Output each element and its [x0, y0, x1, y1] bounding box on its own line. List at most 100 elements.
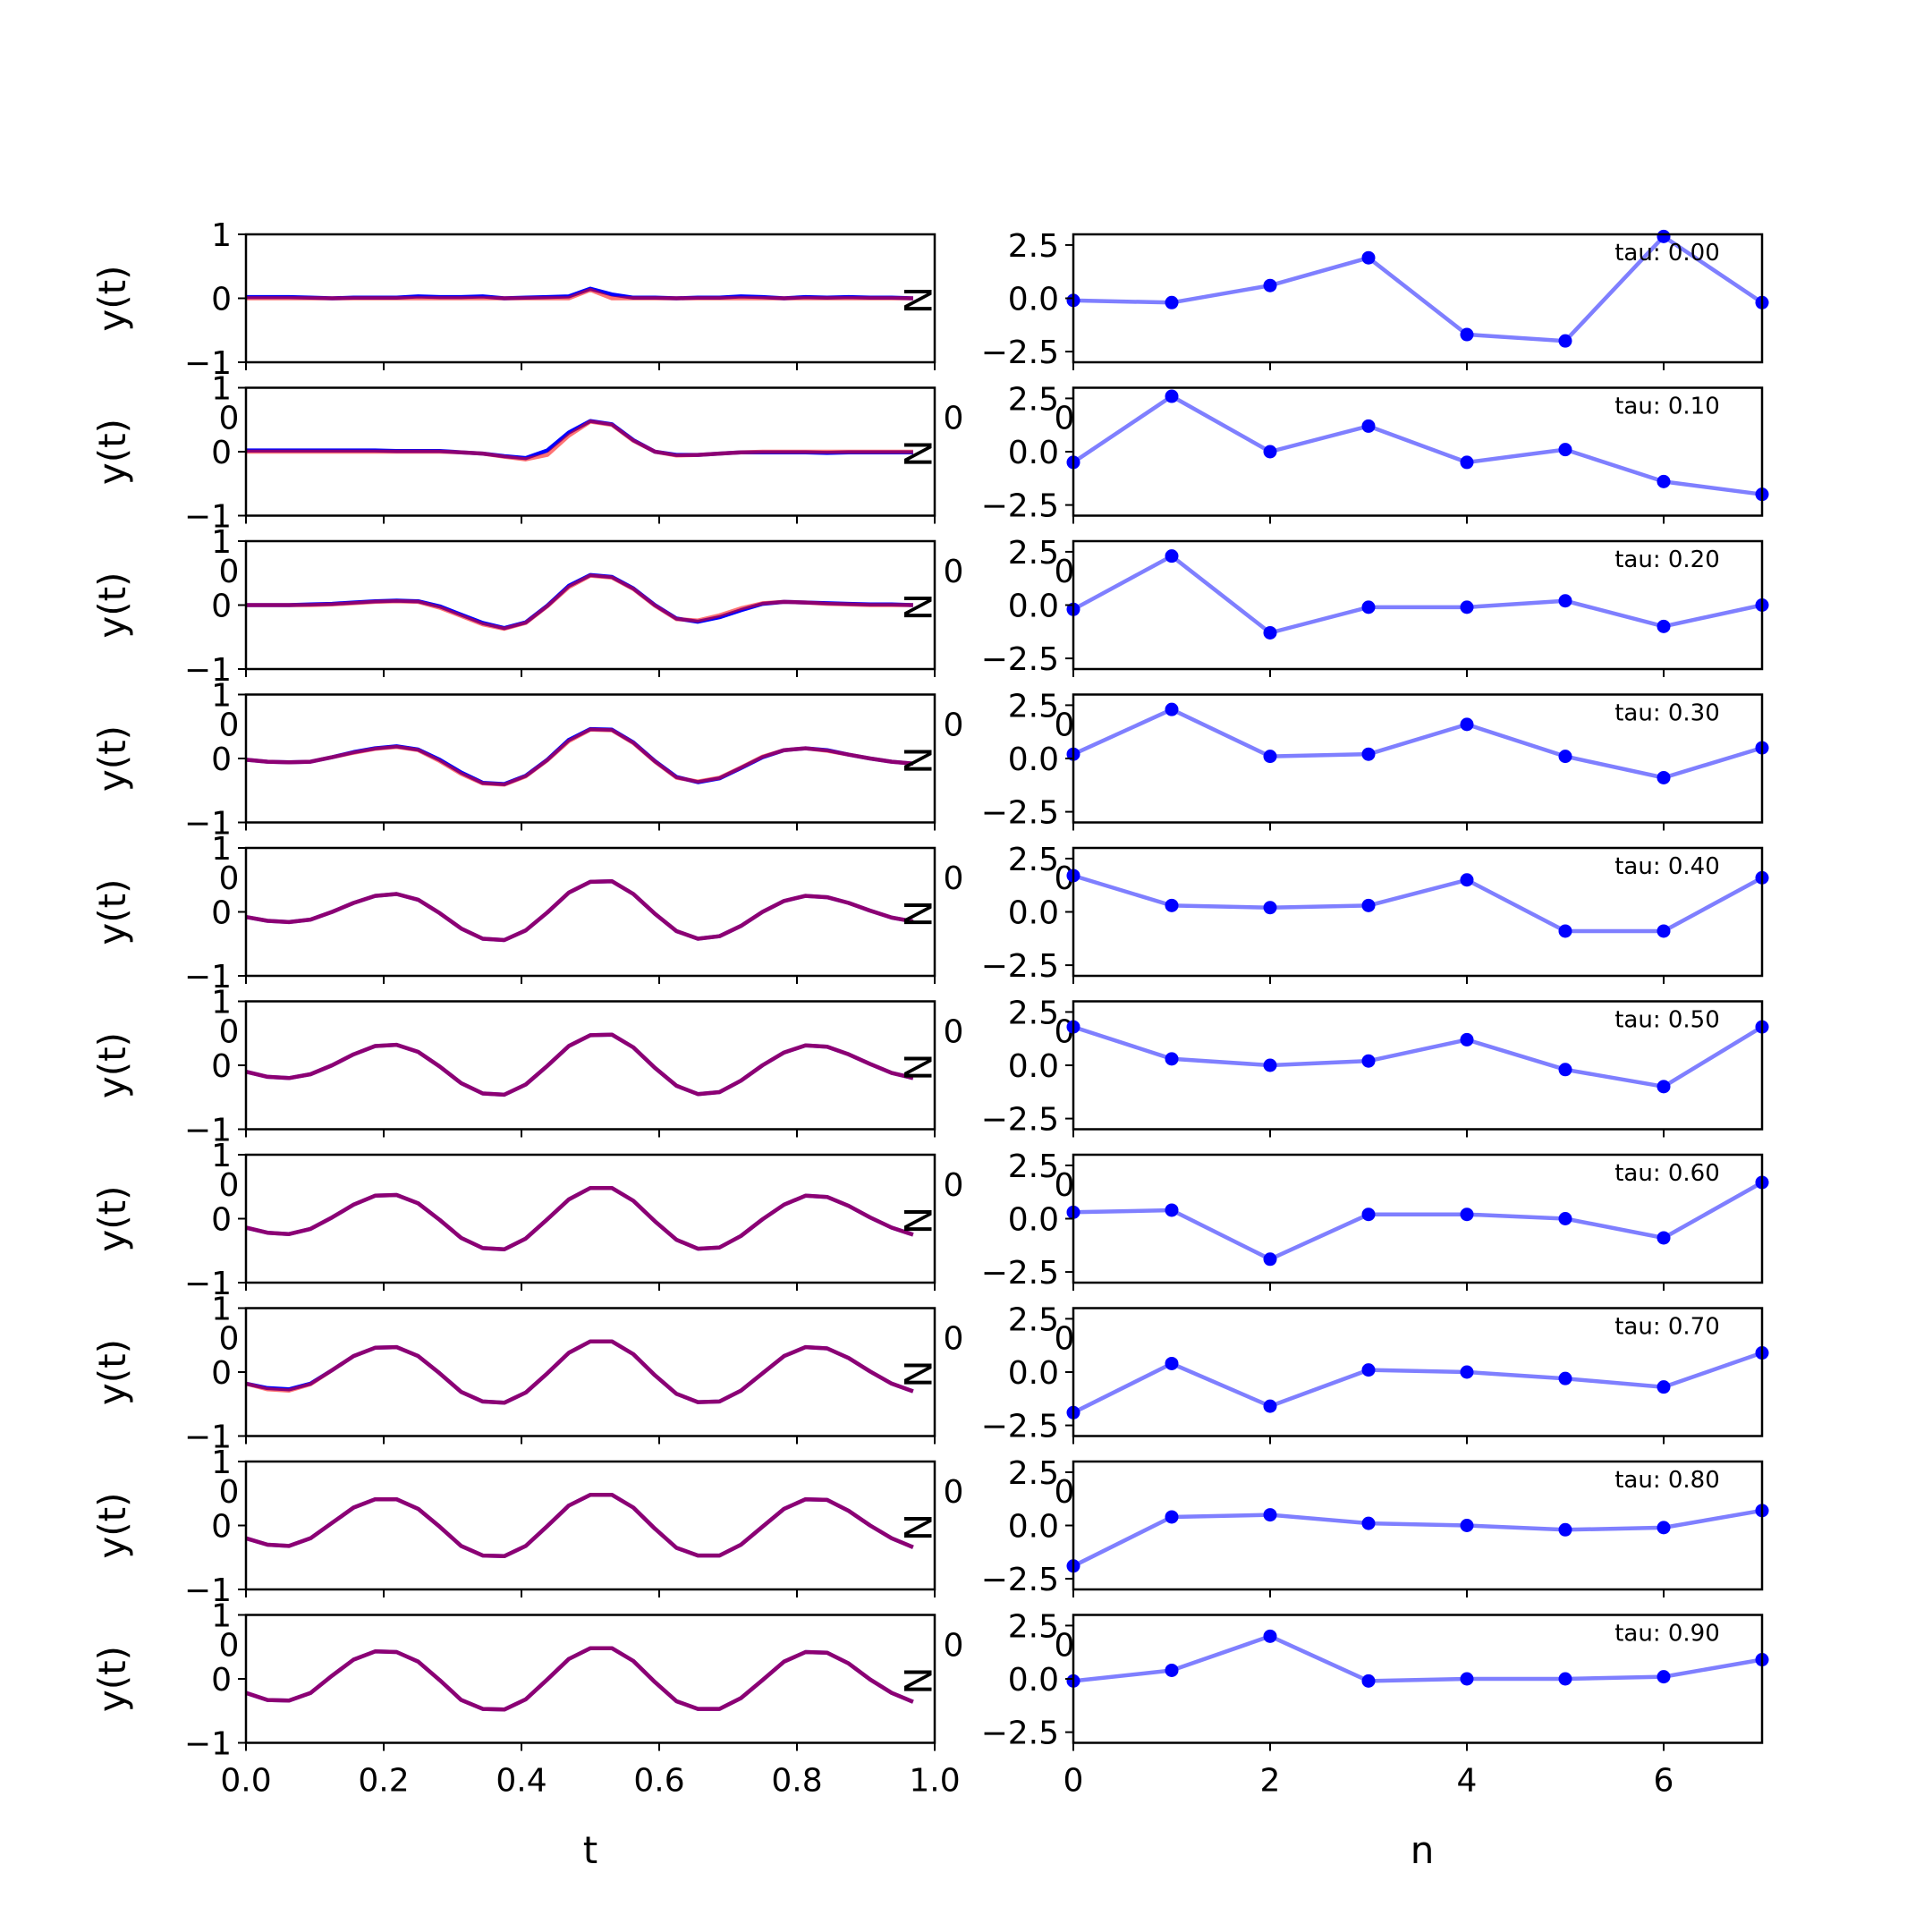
right-overlap-label: 0: [944, 1321, 964, 1358]
coefficient-line: [1072, 394, 1763, 496]
y-tick-label: 0: [211, 282, 232, 318]
right-overlap-label: 0: [1055, 1628, 1075, 1665]
right-panel-3: 0 0 −2.5 0.0 2.5 tau: 0.30: [944, 688, 1769, 832]
coefficient-point: [1657, 924, 1671, 938]
coefficient-point: [1361, 1208, 1376, 1222]
right-overlap-label: 0: [944, 401, 964, 437]
y-tick-label: 1: [211, 831, 232, 868]
coefficient-point: [1263, 1252, 1277, 1267]
y-tick-label: −1: [184, 652, 232, 689]
y-tick-label: −2.5: [981, 795, 1059, 832]
y-tick-label: 2.5: [1008, 1455, 1059, 1492]
y-tick-label: −2.5: [981, 1255, 1059, 1292]
y-tick-label: −2.5: [981, 335, 1059, 371]
coefficient-point: [1361, 600, 1376, 614]
tau-label: tau: 0.70: [1614, 1314, 1720, 1341]
coefficient-point: [1558, 334, 1572, 348]
x-tick-label: 6: [1654, 1763, 1674, 1800]
n-side-label: N: [897, 1513, 941, 1541]
right-overlap-label: 0: [1055, 1474, 1075, 1511]
right-overlap-label: 0: [944, 860, 964, 897]
y-tick-label: −2.5: [981, 488, 1059, 525]
y-tick-label: −1: [184, 1726, 232, 1763]
coefficient-point: [1460, 327, 1474, 342]
coefficient-point: [1558, 1522, 1572, 1537]
coefficient-point: [1361, 898, 1376, 912]
coefficient-point: [1460, 1365, 1474, 1379]
y-axis-label: y(t): [90, 265, 134, 331]
y-tick-label: 0.0: [1008, 895, 1059, 932]
coefficient-point: [1558, 443, 1572, 457]
right-panel-6: 0 0 −2.5 0.0 2.5 tau: 0.60: [944, 1148, 1769, 1292]
coefficient-point: [1460, 1032, 1474, 1046]
y-tick-label: 0: [211, 1509, 232, 1546]
y-tick-label: −1: [184, 806, 232, 843]
y-axis-label: y(t): [90, 572, 134, 638]
y-axis-label: y(t): [90, 1185, 134, 1251]
right-overlap-label: 0: [944, 554, 964, 590]
n-side-label: N: [897, 439, 941, 467]
coefficient-point: [1460, 873, 1474, 887]
coefficient-point: [1657, 1670, 1671, 1684]
y-tick-label: 0.0: [1008, 1202, 1059, 1239]
coefficient-point: [1165, 1663, 1179, 1677]
coefficient-point: [1361, 1674, 1376, 1688]
y-tick-label: 2.5: [1008, 688, 1059, 724]
y-tick-label: 0.0: [1008, 1662, 1059, 1699]
tau-label: tau: 0.90: [1614, 1621, 1720, 1648]
right-panel-4: 0 0 −2.5 0.0 2.5 tau: 0.40: [944, 842, 1769, 985]
tau-label: tau: 0.80: [1614, 1467, 1720, 1494]
coefficient-point: [1165, 549, 1179, 564]
y-tick-label: 0: [211, 895, 232, 932]
true-line: [245, 1646, 914, 1712]
coefficient-point: [1361, 1516, 1376, 1530]
y-tick-label: 0: [211, 1355, 232, 1392]
y-tick-label: 1: [211, 1292, 232, 1328]
x-tick-label: 0.8: [771, 1763, 822, 1800]
coefficient-point: [1657, 1080, 1671, 1094]
coefficient-point: [1657, 770, 1671, 784]
x-tick-label: 0.4: [496, 1763, 547, 1800]
y-tick-label: 0.0: [1008, 435, 1059, 471]
n-side-label: N: [897, 1207, 941, 1234]
y-tick-label: 0: [211, 741, 232, 778]
x-tick-label: 0.2: [358, 1763, 409, 1800]
coefficient-point: [1263, 1508, 1277, 1522]
y-axis-label: y(t): [90, 1646, 134, 1712]
right-panel-0: −2.5 0.0 2.5 tau: 0.00: [981, 228, 1769, 371]
y-tick-label: −1: [184, 345, 232, 382]
true-line: [245, 878, 914, 943]
left-overlap-label: 0: [219, 1014, 240, 1051]
coefficient-point: [1361, 1054, 1376, 1068]
n-side-label: N: [897, 746, 941, 774]
coefficient-point: [1657, 1380, 1671, 1394]
y-axis-label: y(t): [90, 1032, 134, 1098]
coefficient-point: [1361, 250, 1376, 265]
coefficient-line: [1072, 554, 1763, 635]
coefficient-point: [1460, 1519, 1474, 1532]
coefficient-point: [1657, 229, 1671, 243]
y-tick-label: −1: [184, 499, 232, 536]
n-side-label: N: [897, 593, 941, 621]
coefficient-point: [1558, 750, 1572, 764]
y-tick-label: −1: [184, 1113, 232, 1149]
true-line: [246, 573, 913, 631]
n-side-label: N: [897, 286, 941, 314]
y-tick-label: 0.0: [1008, 741, 1059, 778]
coefficient-point: [1263, 278, 1277, 292]
coefficient-point: [1165, 1510, 1179, 1524]
y-tick-label: 1: [211, 371, 232, 408]
left-overlap-label: 0: [219, 860, 240, 897]
coefficient-point: [1361, 419, 1376, 433]
x-tick-label: 1.0: [909, 1763, 960, 1800]
coefficient-point: [1460, 1208, 1474, 1222]
right-overlap-label: 0: [944, 708, 964, 744]
coefficient-point: [1460, 717, 1474, 732]
coefficient-point: [1460, 600, 1474, 614]
y-tick-label: −2.5: [981, 1716, 1059, 1752]
